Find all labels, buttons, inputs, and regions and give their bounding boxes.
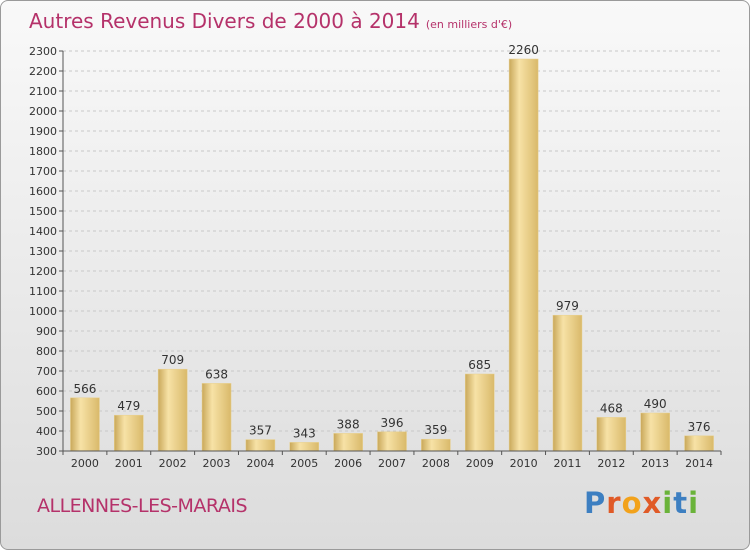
x-tick-label: 2005: [290, 457, 318, 470]
y-tick-label: 300: [36, 445, 57, 458]
y-tick-label: 1400: [29, 225, 57, 238]
x-tick-label: 2008: [422, 457, 450, 470]
data-label: 396: [381, 416, 404, 430]
data-label: 709: [161, 353, 184, 367]
bar: [508, 58, 539, 452]
y-tick-label: 1100: [29, 285, 57, 298]
x-tick-label: 2010: [510, 457, 538, 470]
y-tick-label: 1900: [29, 125, 57, 138]
chart-title-text: Autres Revenus Divers de 2000 à 2014: [29, 9, 420, 33]
bar: [70, 397, 100, 452]
y-tick-label: 1000: [29, 305, 57, 318]
bar: [333, 433, 363, 452]
x-tick-label: 2007: [378, 457, 406, 470]
data-label: 357: [249, 424, 272, 438]
y-tick-label: 1500: [29, 205, 57, 218]
y-tick-label: 2100: [29, 85, 57, 98]
bar: [464, 373, 495, 452]
y-tick-label: 1300: [29, 245, 57, 258]
data-label: 2260: [508, 43, 539, 57]
x-tick-label: 2003: [203, 457, 231, 470]
y-axis: 300 400 500 600 700 800 900 1000 1100 1200 1300 140…: [29, 45, 64, 458]
x-tick-label: 2014: [685, 457, 713, 470]
brand-logo: Proxiti: [584, 486, 700, 520]
data-label: 468: [600, 401, 623, 415]
bar: [552, 314, 583, 452]
bar: [201, 383, 232, 452]
data-label: 359: [424, 423, 447, 437]
y-tick-label: 400: [36, 425, 57, 438]
y-tick-label: 500: [36, 405, 57, 418]
y-tick-label: 2000: [29, 105, 57, 118]
y-tick-label: 800: [36, 345, 57, 358]
bar: [114, 414, 144, 452]
x-tick-label: 2000: [71, 457, 99, 470]
data-label: 479: [117, 399, 140, 413]
bar: [421, 438, 451, 452]
x-tick-label: 2002: [159, 457, 187, 470]
data-label: 388: [337, 417, 360, 431]
y-tick-label: 900: [36, 325, 57, 338]
data-label: 638: [205, 367, 228, 381]
x-axis: 2000 2001 2002 2003 2004 2005 2006 2007 2008 2009…: [62, 450, 722, 470]
bar: [157, 368, 188, 452]
chart-unit: (en milliers d'€): [425, 18, 513, 31]
x-tick-label: 2001: [115, 457, 143, 470]
bars: 566 479 709 638 357 343 388 396 359 685 2260 979 468…: [70, 43, 714, 452]
data-label: 979: [556, 299, 579, 313]
data-label: 490: [644, 397, 667, 411]
x-tick-label: 2012: [597, 457, 625, 470]
x-tick-label: 2011: [553, 457, 581, 470]
data-label: 685: [468, 358, 491, 372]
location-name: ALLENNES-LES-MARAIS: [37, 495, 248, 517]
y-tick-label: 1200: [29, 265, 57, 278]
x-tick-label: 2013: [641, 457, 669, 470]
data-label: 376: [688, 420, 711, 434]
y-tick-label: 700: [36, 365, 57, 378]
y-tick-label: 2200: [29, 65, 57, 78]
bar: [289, 442, 320, 452]
bar: [377, 431, 407, 452]
bar: [245, 439, 276, 452]
y-tick-label: 1700: [29, 165, 57, 178]
x-tick-label: 2009: [466, 457, 494, 470]
y-tick-label: 1800: [29, 145, 57, 158]
data-label: 566: [73, 382, 96, 396]
y-tick-label: 2300: [29, 45, 57, 58]
x-tick-label: 2004: [246, 457, 274, 470]
bar: [684, 435, 714, 452]
x-tick-label: 2006: [334, 457, 362, 470]
bar: [640, 412, 670, 452]
y-tick-label: 600: [36, 385, 57, 398]
y-tick-label: 1600: [29, 185, 57, 198]
chart-title: Autres Revenus Divers de 2000 à 2014 (en …: [29, 9, 512, 33]
data-label: 343: [293, 426, 316, 440]
bar: [596, 417, 627, 452]
